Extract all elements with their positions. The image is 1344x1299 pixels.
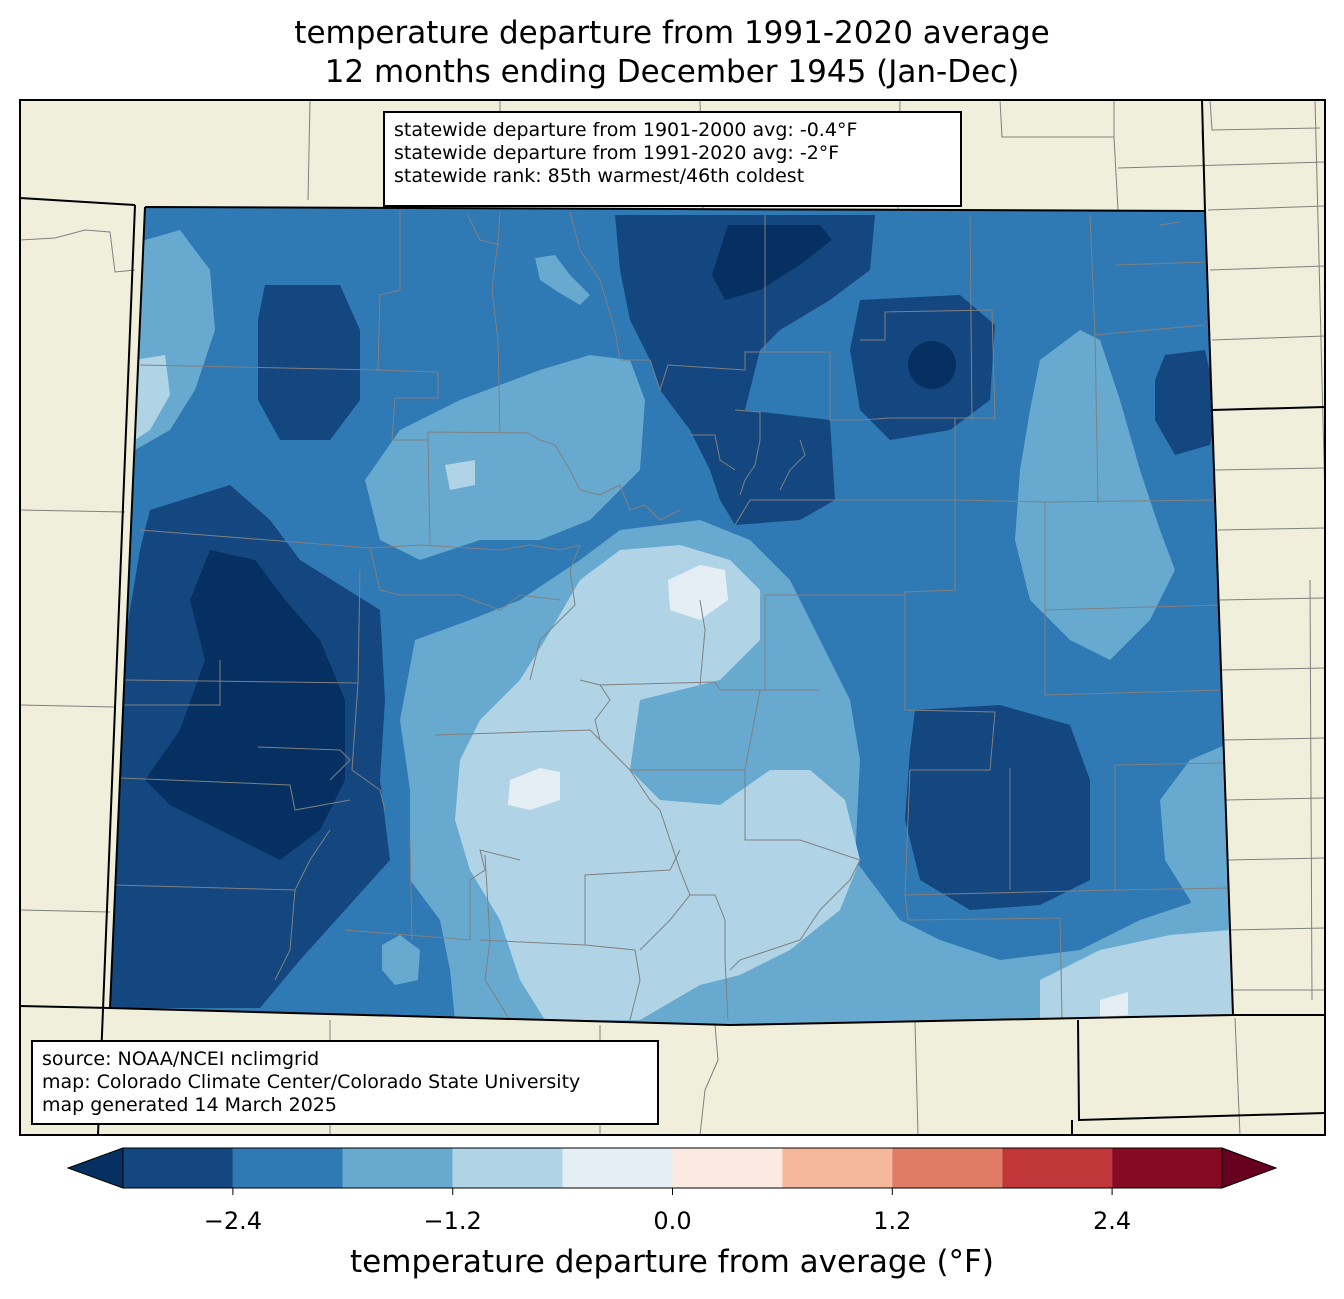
state-borders xyxy=(19,99,1326,1136)
source-line: source: NOAA/NCEI nclimgrid xyxy=(42,1048,320,1070)
statewide-stats-box: statewide departure from 1901-2000 avg: … xyxy=(383,111,962,207)
colorbar-swatch xyxy=(1112,1148,1222,1188)
colorbar-swatch xyxy=(782,1148,893,1188)
colorbar-under-extend xyxy=(66,1147,124,1189)
colorbar-over-extend xyxy=(1221,1147,1278,1189)
colorbar-tick-label: −1.2 xyxy=(423,1207,482,1235)
county-lines xyxy=(114,210,1231,1021)
colorbar-swatch xyxy=(123,1148,233,1188)
map-subtitle: 12 months ending December 1945 (Jan-Dec) xyxy=(324,54,1020,90)
colorbar-swatch xyxy=(232,1148,343,1188)
map-frame xyxy=(19,99,1326,1136)
temperature-contours xyxy=(110,207,1233,1025)
colorbar-label: temperature departure from average (°F) xyxy=(350,1244,994,1280)
colorbar-swatch xyxy=(452,1148,563,1188)
colorbar-tick-label: 0.0 xyxy=(653,1207,692,1235)
colorbar-swatch xyxy=(1002,1148,1113,1188)
colorbar-tick-label: −2.4 xyxy=(203,1207,263,1235)
colorbar-swatch xyxy=(672,1148,783,1188)
stats-departure-1901-2000: statewide departure from 1901-2000 avg: … xyxy=(394,119,858,141)
colorbar-tick-label: 1.2 xyxy=(873,1207,912,1235)
source-box: source: NOAA/NCEI nclimgrid map: Colorad… xyxy=(31,1040,659,1125)
colorbar-swatch xyxy=(892,1148,1003,1188)
map-title: temperature departure from 1991-2020 ave… xyxy=(294,15,1050,51)
colorbar-tick-label: 2.4 xyxy=(1093,1207,1132,1235)
colorbar xyxy=(66,1147,1278,1195)
colorbar-swatch xyxy=(342,1148,453,1188)
generated-date-line: map generated 14 March 2025 xyxy=(42,1094,337,1116)
colorbar-swatch xyxy=(562,1148,673,1188)
stats-rank: statewide rank: 85th warmest/46th coldes… xyxy=(394,165,805,187)
stats-departure-1991-2020: statewide departure from 1991-2020 avg: … xyxy=(394,142,840,164)
map-credit-line: map: Colorado Climate Center/Colorado St… xyxy=(42,1071,581,1093)
